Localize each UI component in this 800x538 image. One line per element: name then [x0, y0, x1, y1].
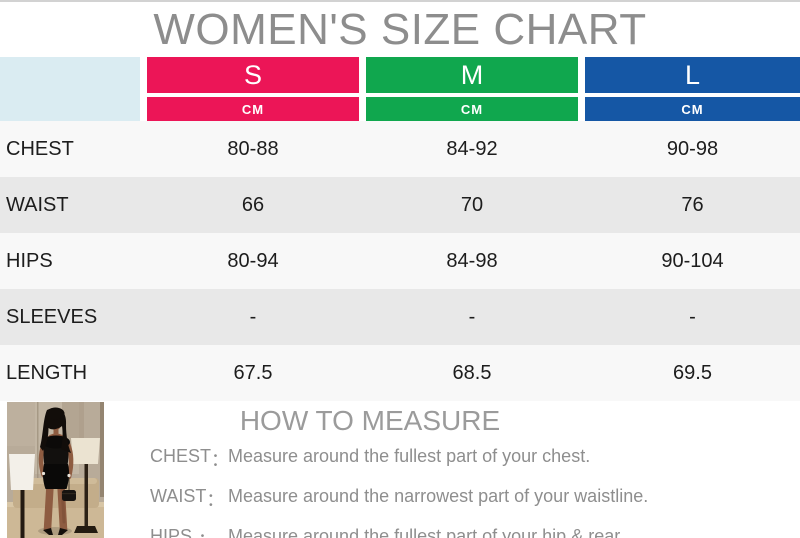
how-to-measure-heading: HOW TO MEASURE — [239, 405, 501, 436]
size-header-m: M — [366, 57, 578, 93]
instruction-label: WAIST： — [150, 486, 225, 510]
cell-value: 90-98 — [666, 137, 719, 160]
unit-cell-l: CM — [585, 97, 800, 121]
row-label: WAIST — [6, 193, 69, 216]
instruction-text: Measure around the fullest part of your … — [228, 446, 591, 466]
colon: ： — [206, 490, 225, 510]
cell-value: 80-94 — [227, 249, 279, 272]
unit-cell-s: CM — [147, 97, 359, 121]
corner-cell — [0, 57, 140, 121]
unit-cell-m: CM — [366, 97, 578, 121]
table-row-waist: WAIST 66 70 76 — [0, 177, 800, 233]
page-title: WOMEN'S SIZE CHART — [153, 4, 647, 54]
cell-value: 90-104 — [661, 249, 724, 272]
instruction-text: Measure around the fullest part of your … — [228, 526, 625, 538]
model-photo — [7, 402, 104, 538]
title-bar: WOMEN'S SIZE CHART — [0, 2, 800, 57]
row-label: SLEEVES — [6, 305, 98, 328]
table-row-sleeves: SLEEVES - - - — [0, 289, 800, 345]
table-row-hips: HIPS 80-94 84-98 90-104 — [0, 233, 800, 289]
cell-value: 70 — [460, 193, 484, 216]
instruction-line-waist: WAIST： Measure around the narrowest part… — [150, 486, 800, 512]
size-table-header: S M L CM CM CM — [0, 57, 800, 121]
table-row-length: LENGTH 67.5 68.5 69.5 — [0, 345, 800, 401]
instruction-label: CHEST： — [150, 446, 230, 470]
cell-value: 80-88 — [227, 137, 279, 160]
how-to-measure-content: HOW TO MEASURE CHEST： Measure around the… — [104, 402, 800, 538]
row-label: CHEST — [6, 137, 74, 160]
cell-value: 76 — [681, 193, 704, 216]
cell-value: 84-92 — [446, 137, 498, 160]
cell-value: 66 — [241, 193, 265, 216]
colon: ： — [198, 526, 216, 538]
size-header-l: L — [585, 57, 800, 93]
instruction-line-chest: CHEST： Measure around the fullest part o… — [150, 446, 800, 472]
cell-value: - — [249, 305, 257, 328]
table-row-chest: CHEST 80-88 84-92 90-98 — [0, 121, 800, 177]
cell-value: - — [468, 305, 476, 328]
cell-value: 69.5 — [673, 361, 712, 384]
colon: ： — [211, 450, 230, 470]
how-to-measure-section: HOW TO MEASURE CHEST： Measure around the… — [0, 402, 800, 538]
size-header-s: S — [147, 57, 359, 93]
instruction-line-hips: HIPS： Measure around the fullest part of… — [150, 526, 800, 538]
cell-value: - — [689, 305, 696, 328]
cell-value: 68.5 — [452, 361, 492, 384]
cell-value: 67.5 — [233, 361, 273, 384]
row-label: LENGTH — [6, 361, 88, 384]
instruction-label: HIPS： — [150, 526, 216, 538]
row-label: HIPS — [6, 249, 53, 272]
instruction-text: Measure around the narrowest part of you… — [228, 486, 649, 506]
measure-instructions: CHEST： Measure around the fullest part o… — [150, 446, 800, 538]
size-table: S M L CM CM CM CHEST 80-88 84-92 90-98 W… — [0, 57, 800, 401]
top-divider — [0, 0, 800, 2]
cell-value: 84-98 — [446, 249, 498, 272]
